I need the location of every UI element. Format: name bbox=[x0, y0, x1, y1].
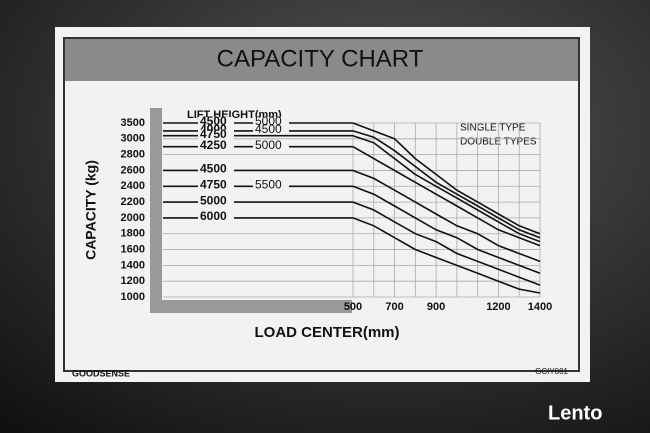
y-tick-label: 1000 bbox=[121, 291, 145, 303]
x-axis-label: LOAD CENTER(mm) bbox=[255, 324, 400, 341]
title-bar bbox=[65, 39, 578, 81]
series-label: 5000 bbox=[255, 114, 282, 128]
series-label: 4500 bbox=[255, 122, 282, 136]
x-tick-label: 500 bbox=[344, 301, 362, 313]
label-bg bbox=[253, 180, 289, 192]
brand: GOODSENSE bbox=[72, 368, 130, 378]
label-bg bbox=[198, 164, 234, 176]
y-axis-label: CAPACITY (kg) bbox=[83, 160, 99, 260]
series-line bbox=[352, 130, 541, 239]
series-label: 4750 bbox=[200, 177, 227, 191]
chart-title: CAPACITY CHART bbox=[217, 45, 424, 72]
label-bg bbox=[198, 117, 234, 128]
y-tick-label: 3000 bbox=[121, 133, 145, 145]
label-bg bbox=[198, 129, 234, 141]
x-tick-label: 900 bbox=[427, 301, 445, 313]
series-label: 5000 bbox=[255, 138, 282, 152]
y-tick-label: 2400 bbox=[121, 180, 145, 192]
label-bg bbox=[198, 140, 234, 152]
series-line bbox=[352, 134, 541, 243]
y-tick-label: 1800 bbox=[121, 228, 145, 240]
plate-border bbox=[63, 37, 580, 372]
plot: 3500 3000 2800 2600 2400 2200 2000 1800 1600 1400… bbox=[121, 114, 553, 313]
label-bg bbox=[198, 211, 234, 223]
label-bg bbox=[253, 124, 289, 136]
series-line bbox=[352, 217, 541, 294]
series-label: 4500 bbox=[200, 114, 227, 128]
y-tick-label: 2200 bbox=[121, 196, 145, 208]
x-tick-label: 1400 bbox=[528, 301, 552, 313]
x-tick-label: 700 bbox=[385, 301, 403, 313]
watermark: Lento bbox=[548, 402, 602, 424]
label-bg bbox=[253, 117, 289, 128]
series-label: 4250 bbox=[200, 138, 227, 152]
label-bg bbox=[253, 140, 289, 152]
series-label: 5000 bbox=[200, 193, 227, 207]
y-tick-label: 2600 bbox=[121, 164, 145, 176]
y-tick-label: 1400 bbox=[121, 259, 145, 271]
note: SINGLE TYPE bbox=[460, 123, 526, 134]
y-tick-label: 3500 bbox=[121, 117, 145, 129]
y-tick-label: 2800 bbox=[121, 149, 145, 161]
series-label: 5500 bbox=[255, 177, 282, 191]
series-line bbox=[352, 169, 541, 263]
y-tick-label: 1600 bbox=[121, 243, 145, 255]
y-tick-label: 2000 bbox=[121, 212, 145, 224]
series-line bbox=[352, 122, 541, 235]
series-label: 4750 bbox=[200, 127, 227, 141]
label-plate bbox=[55, 27, 590, 382]
label-bg bbox=[198, 196, 234, 208]
x-tick-label: 1200 bbox=[486, 301, 510, 313]
series-label: 6000 bbox=[200, 209, 227, 223]
series-line bbox=[352, 201, 541, 286]
code: GCIY081 bbox=[535, 367, 568, 376]
series-line bbox=[352, 146, 541, 247]
label-bg bbox=[198, 180, 234, 192]
y-tick-label: 1200 bbox=[121, 275, 145, 287]
series-label: 4500 bbox=[200, 162, 227, 176]
series-line bbox=[352, 185, 541, 275]
